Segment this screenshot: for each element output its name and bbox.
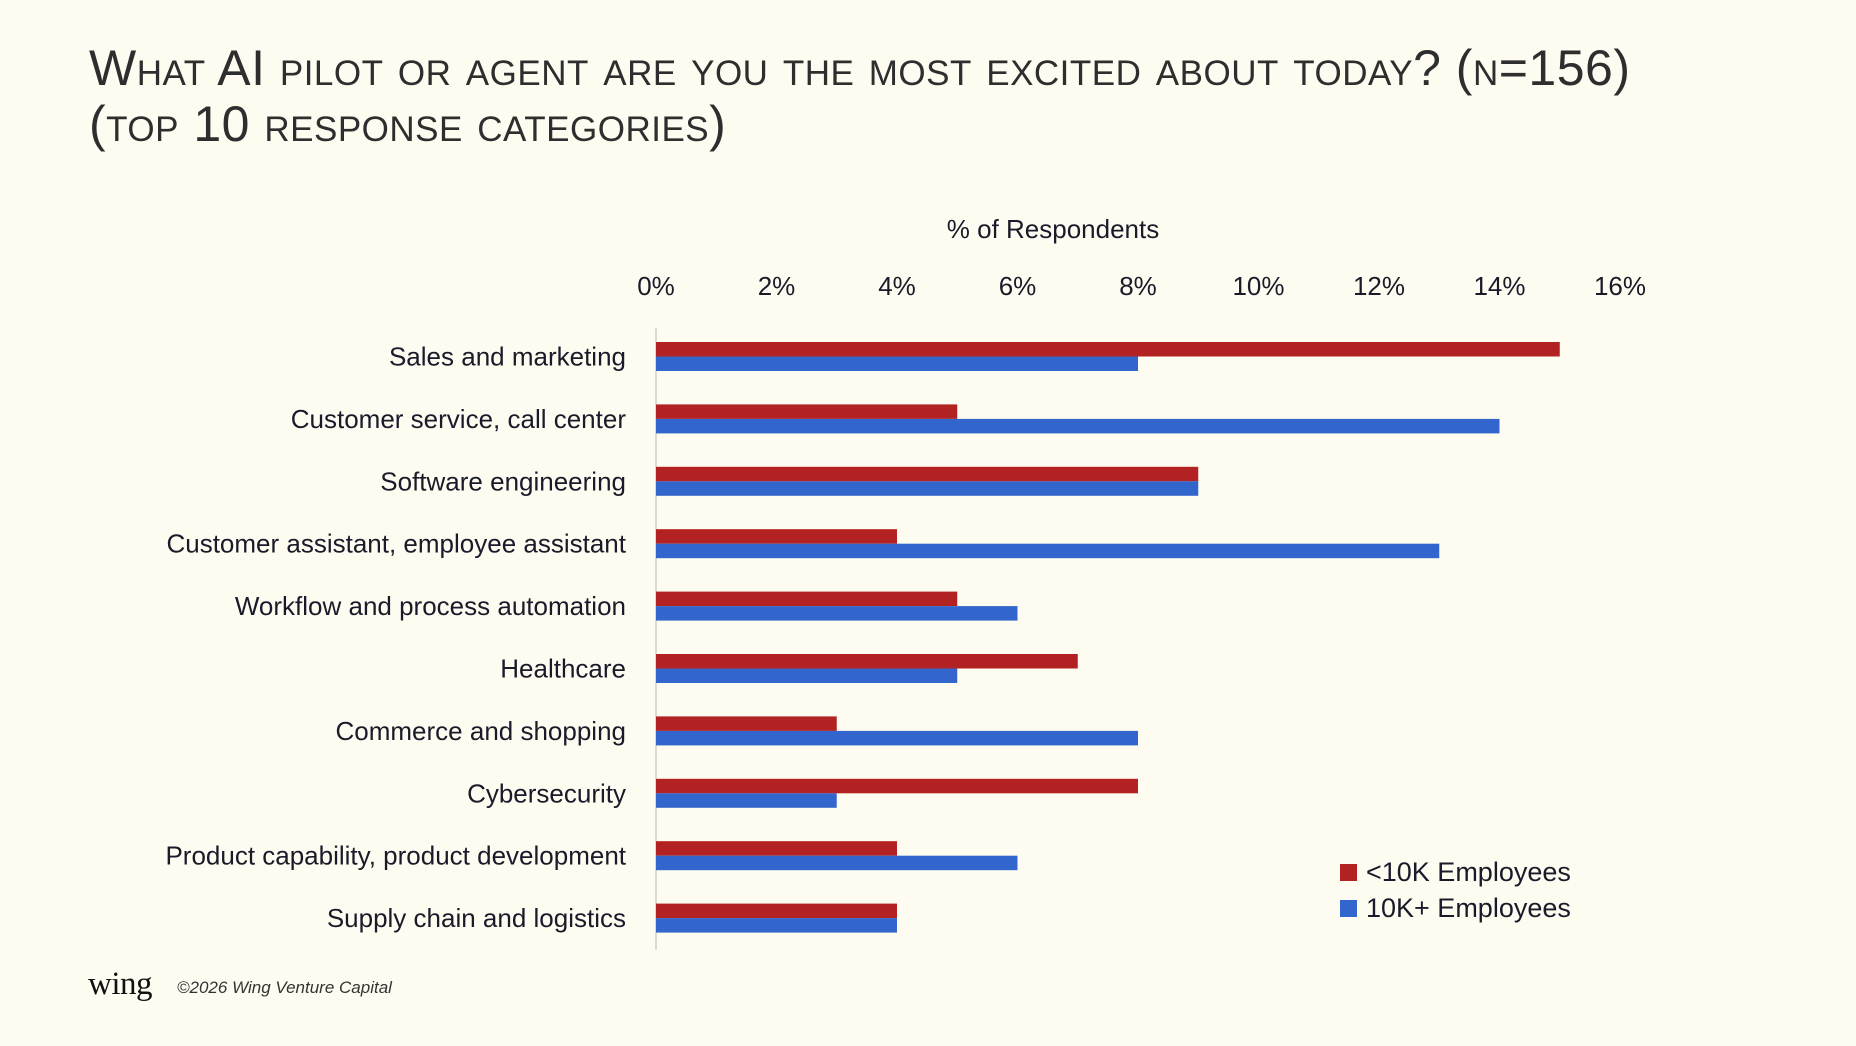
category-label: Sales and marketing [389, 342, 626, 372]
bar-large-company [656, 918, 897, 933]
bar-small-company [656, 903, 897, 919]
bar-small-company [656, 778, 1138, 794]
bar-large-company [656, 481, 1199, 496]
wing-logo: wing [88, 966, 153, 1002]
x-axis-title: % of Respondents [947, 214, 1159, 244]
bar-small-company [656, 404, 958, 419]
legend-label: <10K Employees [1366, 857, 1571, 887]
bar-large-company [656, 606, 1018, 621]
category-label: Customer service, call center [291, 404, 627, 434]
x-tick-label: 10% [1232, 271, 1284, 301]
category-label: Healthcare [500, 654, 626, 684]
x-tick-label: 6% [999, 271, 1037, 301]
x-tick-label: 2% [758, 271, 796, 301]
category-labels: Sales and marketing Customer service, cal… [165, 342, 626, 934]
bar-large-company [656, 730, 1138, 746]
bar-large-company [656, 543, 1440, 559]
category-label: Customer assistant, employee assistant [166, 529, 626, 559]
bar-small-company [656, 841, 897, 856]
bar-large-company [656, 793, 837, 808]
bars [656, 342, 1560, 933]
bar-small-company [656, 342, 1560, 357]
category-label: Commerce and shopping [336, 716, 627, 746]
copyright-text: ©2026 Wing Venture Capital [177, 978, 392, 997]
category-label: Cybersecurity [467, 778, 626, 808]
x-tick-label: 12% [1353, 271, 1405, 301]
category-label: Workflow and process automation [235, 591, 626, 621]
bar-large-company [656, 418, 1500, 434]
x-axis-ticks: 0% 2% 4% 6% 8% 10% 12% 14% 16% [637, 271, 1646, 301]
x-tick-label: 16% [1594, 271, 1646, 301]
category-label: Software engineering [380, 466, 626, 496]
category-label: Supply chain and logistics [327, 903, 626, 933]
title-line-1: What AI pilot or agent are you the most … [89, 40, 1631, 96]
category-label: Product capability, product development [165, 841, 626, 871]
bar-small-company [656, 591, 958, 607]
bar-small-company [656, 716, 837, 731]
bar-small-company [656, 529, 897, 544]
x-tick-label: 8% [1119, 271, 1157, 301]
x-tick-label: 0% [637, 271, 675, 301]
x-tick-label: 14% [1473, 271, 1525, 301]
x-tick-label: 4% [878, 271, 916, 301]
legend-swatch [1340, 900, 1357, 917]
bar-large-company [656, 668, 958, 683]
bar-large-company [656, 356, 1138, 371]
page-title: What AI pilot or agent are you the most … [89, 40, 1789, 152]
bar-large-company [656, 855, 1018, 871]
bar-small-company [656, 654, 1078, 669]
legend: <10K Employees 10K+ Employees [1340, 857, 1571, 923]
legend-label: 10K+ Employees [1366, 893, 1571, 923]
bar-small-company [656, 466, 1199, 482]
title-line-2: (top 10 response categories) [89, 96, 727, 152]
legend-swatch [1340, 864, 1357, 881]
